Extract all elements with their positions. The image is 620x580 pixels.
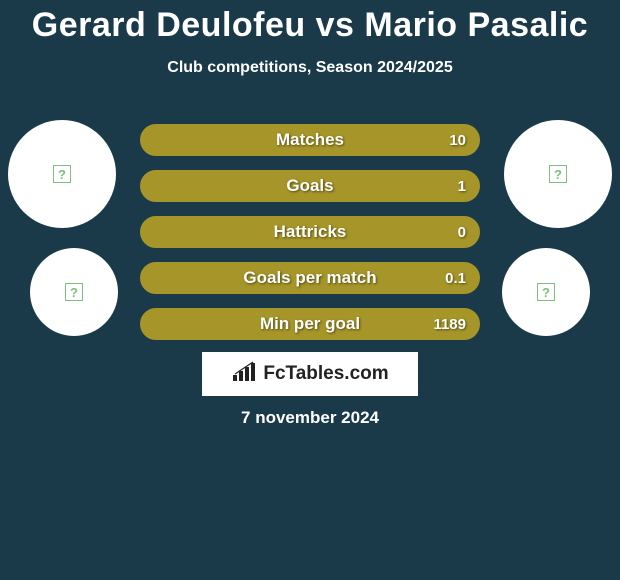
stat-label: Matches xyxy=(276,130,344,150)
stat-label: Hattricks xyxy=(274,222,347,242)
stat-row: Min per goal 1189 xyxy=(140,308,480,340)
stat-row: Hattricks 0 xyxy=(140,216,480,248)
broken-image-icon: ? xyxy=(549,165,567,183)
broken-image-icon: ? xyxy=(53,165,71,183)
avatars-right: ? ? xyxy=(502,120,612,336)
subtitle: Club competitions, Season 2024/2025 xyxy=(0,59,620,77)
brand-text: FcTables.com xyxy=(263,363,388,385)
stat-value: 10 xyxy=(449,132,466,149)
date-label: 7 november 2024 xyxy=(0,408,620,428)
club-avatar: ? xyxy=(502,248,590,336)
bar-chart-icon xyxy=(231,361,257,388)
stat-row: Goals 1 xyxy=(140,170,480,202)
broken-image-icon: ? xyxy=(537,283,555,301)
stat-value: 1 xyxy=(458,178,466,195)
stat-value: 1189 xyxy=(433,316,466,333)
stats-list: Matches 10 Goals 1 Hattricks 0 Goals per match… xyxy=(140,124,480,340)
stat-label: Goals per match xyxy=(243,268,376,288)
stat-label: Min per goal xyxy=(260,314,360,334)
avatars-left: ? ? xyxy=(8,120,118,336)
stat-value: 0 xyxy=(458,224,466,241)
player-avatar: ? xyxy=(504,120,612,228)
stat-label: Goals xyxy=(286,176,333,196)
stat-row: Goals per match 0.1 xyxy=(140,262,480,294)
stat-row: Matches 10 xyxy=(140,124,480,156)
stat-value: 0.1 xyxy=(445,270,466,287)
brand-badge: FcTables.com xyxy=(202,352,418,396)
page-title: Gerard Deulofeu vs Mario Pasalic xyxy=(0,0,620,45)
club-avatar: ? xyxy=(30,248,118,336)
player-avatar: ? xyxy=(8,120,116,228)
broken-image-icon: ? xyxy=(65,283,83,301)
